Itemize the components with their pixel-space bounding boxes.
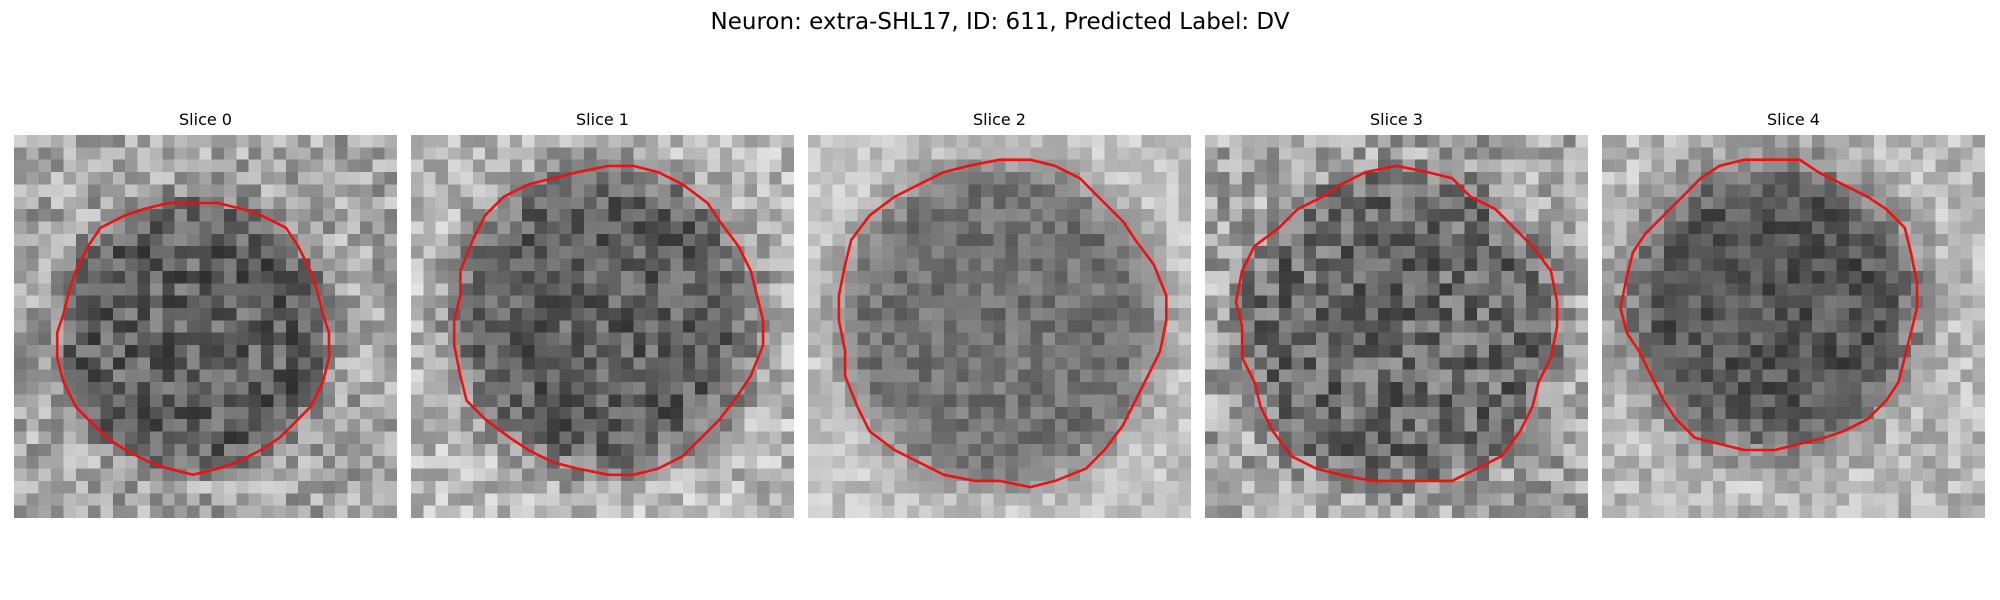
slice-title: Slice 2 <box>973 110 1026 129</box>
slice-image <box>411 135 794 518</box>
grayscale-pixel-grid <box>411 135 794 518</box>
neuron-contour <box>1619 158 1919 452</box>
grayscale-pixel-grid <box>1602 135 1985 518</box>
slice-image <box>808 135 1191 518</box>
slice-title: Slice 3 <box>1370 110 1423 129</box>
slice-title: Slice 0 <box>179 110 232 129</box>
grayscale-pixel-grid <box>14 135 397 518</box>
grayscale-pixel-grid <box>808 135 1191 518</box>
slice-image <box>1602 135 1985 518</box>
figure-title: Neuron: extra-SHL17, ID: 611, Predicted … <box>710 9 1290 35</box>
slice-image <box>1205 135 1588 518</box>
neuron-contour <box>55 201 331 477</box>
slice-title: Slice 1 <box>576 110 629 129</box>
grayscale-pixel-grid <box>1205 135 1588 518</box>
slice-title: Slice 4 <box>1767 110 1820 129</box>
neuron-contour <box>1234 164 1559 483</box>
slice-image <box>14 135 397 518</box>
neuron-contour <box>837 158 1168 489</box>
neuron-contour <box>452 164 765 477</box>
